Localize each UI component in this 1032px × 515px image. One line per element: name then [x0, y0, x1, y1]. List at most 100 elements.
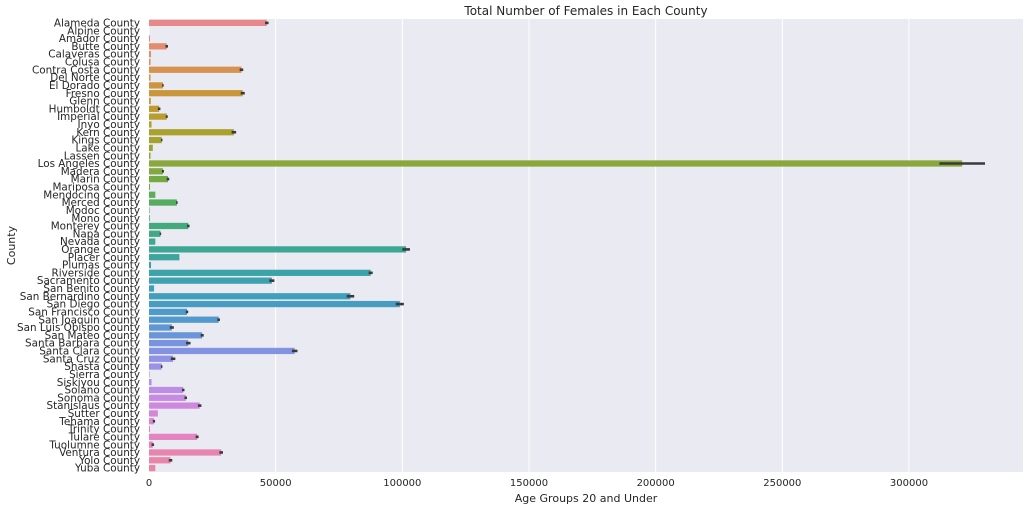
bar: [149, 113, 167, 120]
bar: [149, 324, 172, 331]
chart-title: Total Number of Females in Each County: [463, 4, 707, 18]
bar: [149, 254, 180, 261]
bar: [149, 379, 152, 386]
y-tick-label: Kern County: [76, 127, 140, 139]
bar: [149, 207, 150, 214]
y-tick-label: Santa Cruz County: [43, 353, 140, 365]
bar: [149, 347, 295, 355]
bar: [149, 269, 371, 276]
bar: [149, 332, 203, 339]
x-tick-label: 300000: [890, 478, 928, 489]
plot-area: [149, 19, 1023, 472]
y-tick-label: Shasta County: [64, 361, 140, 373]
x-tick-label: 200000: [637, 478, 675, 489]
y-tick-label: Mariposa County: [52, 182, 140, 194]
y-tick-label: Lassen County: [64, 150, 140, 162]
bar: [149, 152, 151, 159]
y-tick-label: Trinity County: [67, 424, 140, 436]
y-tick-label: Riverside County: [51, 267, 140, 279]
y-tick-label: San Francisco County: [28, 306, 140, 318]
y-tick-label: San Joaquin County: [38, 314, 140, 326]
bar: [149, 308, 187, 316]
x-tick-label: 150000: [510, 478, 548, 489]
bar: [149, 293, 351, 300]
x-tick-labels: 0 50000 100000 150000 200000 250000 300000: [146, 478, 928, 489]
y-tick-label: Sutter County: [68, 408, 140, 420]
y-tick-label: Imperial County: [57, 111, 140, 123]
gridlines: [148, 19, 910, 472]
y-axis-title: County: [5, 225, 18, 265]
y-tick-label: San Bernardino County: [20, 291, 140, 303]
bar: [149, 222, 189, 230]
y-tick-label: Nevada County: [60, 236, 140, 248]
bar: [149, 105, 160, 112]
bar: [149, 340, 189, 347]
y-tick-label: Lake County: [75, 142, 140, 154]
y-tick-label: Marin County: [71, 174, 140, 186]
y-tick-label: San Luis Obispo County: [17, 322, 140, 334]
x-tick-label: 100000: [383, 478, 421, 489]
bar: [149, 144, 153, 151]
bar: [149, 457, 171, 464]
bar: [149, 230, 161, 237]
y-tick-label: Solano County: [65, 385, 140, 397]
bar: [149, 464, 156, 472]
bar: [149, 300, 400, 308]
bar: [149, 160, 963, 167]
y-tick-label: Santa Barbara County: [25, 338, 140, 350]
x-tick-label: 50000: [260, 478, 292, 489]
y-tick-label: Kings County: [71, 135, 140, 147]
y-tick-label: Amador County: [59, 33, 140, 45]
bar: [149, 35, 151, 42]
bar: [149, 51, 152, 58]
y-tick-label: Butte County: [71, 41, 140, 53]
bar: [149, 410, 158, 417]
y-tick-label: Alpine County: [67, 25, 140, 37]
bar: [149, 386, 184, 394]
x-axis-title: Age Groups 20 and Under: [515, 492, 658, 505]
y-tick-label: Mendocino County: [43, 189, 140, 201]
bar: [149, 74, 151, 81]
y-tick-label: Tuolumne County: [48, 439, 140, 451]
y-tick-label: Sierra County: [69, 369, 140, 381]
bar: [149, 97, 151, 105]
bar: [149, 449, 222, 456]
bar: [149, 175, 168, 183]
y-tick-label: Humboldt County: [49, 103, 140, 115]
y-tick-label: Tulare County: [68, 431, 140, 443]
y-tick-label: Monterey County: [51, 221, 140, 233]
y-tick-label: Merced County: [62, 197, 140, 209]
bar: [149, 363, 162, 370]
bar: [149, 136, 162, 144]
bar: [149, 285, 155, 292]
bar: [149, 168, 163, 175]
y-tick-label: Sonoma County: [57, 392, 140, 404]
y-tick-label: Modoc County: [66, 205, 140, 217]
bar: [149, 261, 152, 269]
y-tick-label: Alameda County: [54, 18, 140, 30]
bar: [149, 355, 174, 362]
y-tick-label: Del Norte County: [50, 72, 140, 84]
y-tick-label: Siskiyou County: [57, 377, 140, 389]
bar: [149, 90, 243, 97]
y-tick-label: Mono County: [71, 213, 140, 225]
y-tick-label: Santa Clara County: [39, 346, 140, 358]
y-tick-label: Los Angeles County: [38, 158, 140, 170]
bar: [149, 121, 152, 128]
y-tick-label: Glenn County: [69, 96, 140, 108]
bar: [149, 277, 272, 284]
bar: [149, 199, 177, 206]
y-tick-label: Plumas County: [62, 260, 140, 272]
bar: [149, 316, 219, 323]
bar: [149, 402, 200, 409]
y-tick-label: Yolo County: [78, 455, 140, 467]
bar: [149, 43, 167, 50]
y-tick-label: San Diego County: [47, 299, 140, 311]
bar: [149, 191, 156, 198]
bar: [149, 246, 407, 253]
y-tick-label: Inyo County: [78, 119, 140, 131]
bar: [149, 82, 163, 89]
